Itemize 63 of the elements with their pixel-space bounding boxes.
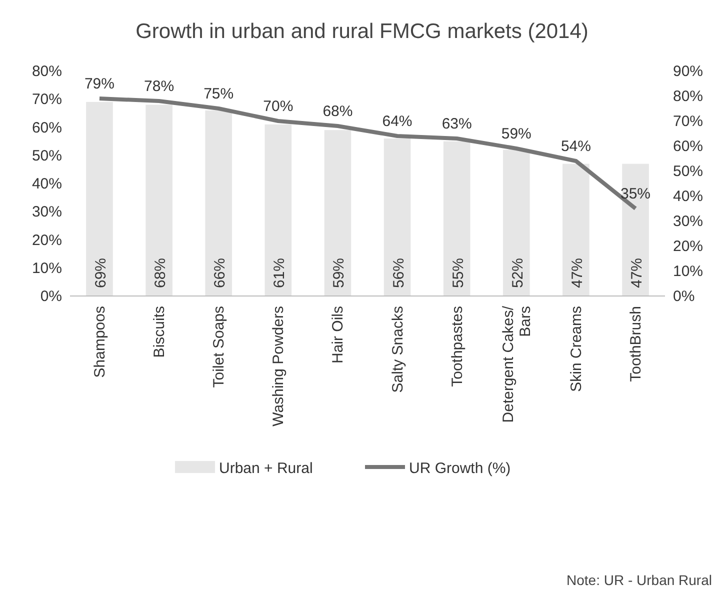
x-tick-label: Biscuits [151, 306, 168, 358]
bar [443, 141, 470, 296]
data-label: 59% [330, 258, 348, 288]
data-label: 75% [204, 86, 234, 102]
data-label: 66% [212, 258, 229, 288]
y-tick-label: 0% [40, 288, 62, 305]
y2-tick-label: 60% [673, 138, 704, 155]
legend-label: Urban + Rural [219, 460, 313, 477]
data-label: 79% [84, 76, 114, 92]
x-tick-label: Washing Powders [270, 306, 288, 426]
data-label: 64% [382, 113, 412, 130]
y2-tick-label: 70% [673, 113, 704, 130]
data-label: 54% [560, 138, 591, 155]
bar [503, 150, 530, 296]
data-label: 69% [92, 258, 110, 288]
y-tick-label: 20% [32, 232, 62, 249]
x-tick-label: Hair Oils [330, 306, 347, 364]
y2-tick-label: 80% [673, 88, 704, 105]
data-label: 35% [620, 186, 651, 202]
data-label: 47% [628, 258, 646, 288]
x-tick-label: Toothpastes [448, 306, 466, 387]
data-label: 52% [509, 258, 526, 288]
data-label: 56% [390, 258, 408, 288]
x-tick-label: Detergent Cakes/ Bars [500, 305, 534, 423]
x-tick-label: Salty Snacks [389, 306, 406, 393]
data-label: 59% [501, 126, 532, 142]
bar [324, 130, 352, 296]
data-label: 70% [263, 98, 294, 115]
data-label: 55% [450, 258, 467, 288]
data-label: 63% [442, 116, 472, 132]
x-tick-label: ToothBrush [628, 306, 645, 382]
data-label: 68% [322, 103, 353, 120]
x-tick-label: Skin Creams [568, 306, 585, 392]
y-tick-label: 30% [32, 204, 62, 221]
bar [384, 138, 411, 296]
y2-tick-label: 0% [673, 288, 695, 305]
y2-tick-label: 10% [673, 263, 704, 280]
bar [622, 164, 649, 296]
x-tick-label: Toilet Soaps [210, 306, 228, 388]
y-tick-label: 10% [32, 260, 62, 277]
data-label: 47% [568, 258, 586, 288]
bar [264, 124, 292, 296]
y-tick-label: 40% [32, 176, 62, 192]
chart-title: Growth in urban and rural FMCG markets (2014) [136, 20, 588, 43]
x-tick-label: Shampoos [91, 306, 108, 378]
y-tick-label: 80% [32, 63, 62, 80]
text: Note: UR - Urban Rural [566, 572, 712, 588]
y-tick-label: 70% [32, 91, 62, 108]
bar [146, 104, 172, 296]
y2-tick-label: 40% [673, 188, 704, 205]
legend-label: UR Growth (%) [409, 460, 511, 477]
bar [86, 102, 113, 296]
y2-tick-label: 50% [673, 163, 704, 180]
data-label: 78% [144, 78, 174, 95]
bar [205, 110, 232, 296]
y-tick-label: 60% [32, 119, 62, 136]
bar [562, 164, 590, 296]
y2-tick-label: 30% [673, 213, 704, 230]
y2-tick-label: 90% [673, 63, 704, 80]
data-label: 68% [152, 258, 170, 288]
data-label: 61% [271, 258, 288, 288]
y2-tick-label: 20% [673, 238, 704, 255]
y-tick-label: 50% [32, 147, 62, 164]
